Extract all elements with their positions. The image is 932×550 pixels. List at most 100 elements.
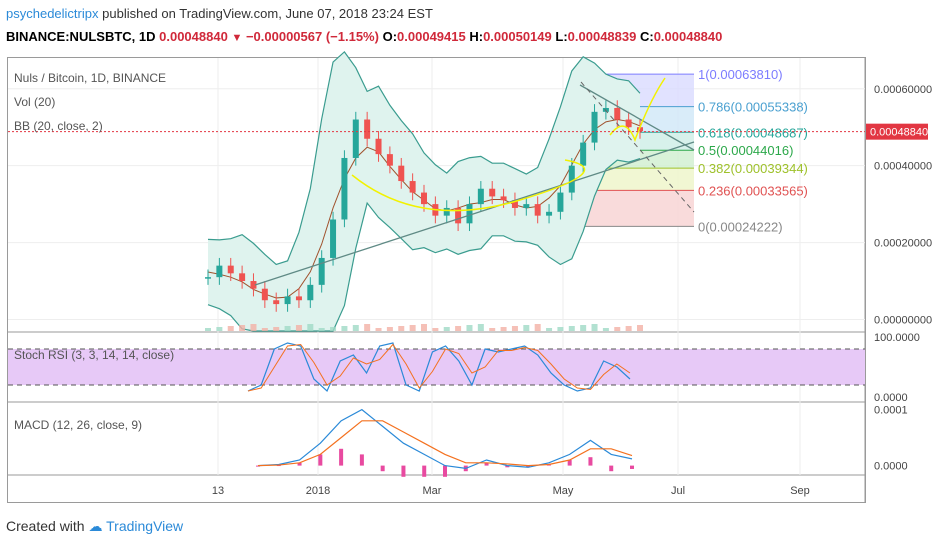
volume-bar (250, 324, 257, 331)
signal-line (257, 420, 633, 467)
candle-body (352, 119, 359, 158)
footer: Created with ☁ TradingView (6, 518, 183, 535)
macd-histogram-bar (422, 465, 427, 477)
candle-body (318, 257, 325, 285)
candle-body (421, 192, 427, 205)
y-tick-label: 0.00040000 (874, 161, 932, 173)
vol-legend: Vol (20) (14, 95, 56, 109)
volume-bar (386, 327, 393, 331)
macd-histogram-bar (297, 462, 302, 466)
volume-bar (216, 327, 223, 331)
volume-bar (307, 324, 314, 331)
volume-bar (602, 328, 609, 331)
volume-bar (637, 325, 643, 331)
macd-histogram-bar (505, 465, 510, 468)
down-arrow-icon: ▼ (231, 32, 243, 44)
volume-bar (455, 326, 462, 331)
bb-upper-line (207, 50, 641, 266)
macd-legend: MACD (12, 26, close, 9) (14, 418, 143, 432)
volume-bar (341, 326, 348, 331)
volume-bar (375, 328, 382, 331)
volume-bar (477, 324, 484, 331)
macd-histogram-bar (630, 465, 634, 469)
pair-legend: Nuls / Bitcoin, 1D, BINANCE (14, 71, 167, 85)
macd-line (257, 408, 633, 470)
current-price-text: 0.00048840 (870, 127, 928, 139)
high-value: 0.00050149 (483, 29, 552, 44)
volume-bar (398, 326, 405, 331)
trendlines (254, 77, 695, 286)
volume-bar (409, 325, 416, 331)
candle-body (489, 188, 496, 197)
stoch-d-line (247, 343, 631, 392)
volume-bar (500, 327, 507, 331)
candle-body (455, 207, 462, 224)
candle-body (534, 204, 541, 216)
low-label: L: (555, 29, 568, 44)
macd (256, 408, 634, 477)
candle-body (261, 288, 268, 301)
author-link[interactable]: psychedelictripx (6, 6, 99, 21)
macd-histogram-bar (339, 448, 344, 466)
volume-bar (330, 327, 337, 331)
macd-histogram-bar (401, 465, 406, 477)
fib-zone (581, 168, 694, 191)
candle-body (386, 154, 393, 166)
stoch-rsi (8, 342, 865, 393)
axes: 0.00060000 0.00040000 0.00020000 0.00000000… (212, 84, 932, 497)
macd-histogram-bar (526, 465, 531, 468)
candle-body (216, 265, 223, 278)
volume-bar (284, 326, 291, 331)
volume-bar (523, 325, 530, 331)
bb-legend: BB (20, close, 2) (14, 119, 103, 133)
candle-body (239, 273, 246, 282)
candle-body (398, 165, 405, 182)
candle-body (568, 165, 575, 193)
macd-histogram-bar (256, 465, 260, 467)
candle-body (614, 107, 621, 120)
macd-histogram-bar (359, 454, 364, 466)
volume-bar (421, 324, 427, 331)
close-label: C: (639, 29, 654, 44)
handle-curve (609, 77, 666, 143)
volume-bar (534, 324, 541, 331)
fib-level-label: 1(0.00063810) (698, 67, 783, 82)
y-tick-label: 0.00000000 (874, 314, 932, 326)
x-tick-label: 2018 (306, 485, 330, 497)
tradingview-link[interactable]: TradingView (106, 518, 184, 534)
volume-bar (432, 328, 439, 331)
price-series (205, 100, 643, 331)
stoch-tick-label: 100.0000 (874, 332, 920, 344)
candle-body (295, 296, 302, 301)
support-trendline (254, 141, 695, 286)
volume-bar (318, 328, 325, 331)
open-value: 0.00049415 (397, 29, 466, 44)
volume-bar (489, 328, 496, 331)
symbol-label: BINANCE:NULSBTC, 1D (6, 29, 156, 44)
x-tick-label: 13 (212, 485, 224, 497)
x-tick-label: Mar (423, 485, 442, 497)
candle-body (466, 204, 473, 224)
price-change: −0.00000567 (−1.15%) (245, 29, 379, 44)
volume-bar (352, 325, 359, 331)
candle-body (477, 188, 484, 205)
candle-body (557, 192, 564, 212)
candle-body (523, 204, 530, 208)
volume-bar (261, 328, 268, 331)
publish-line: psychedelictripx published on TradingVie… (6, 6, 433, 21)
candle-body (250, 281, 257, 289)
stoch-tick-label: 0.0000 (874, 392, 908, 404)
candle-body (273, 300, 280, 305)
volume-bar (546, 328, 553, 331)
fib-zone (581, 190, 694, 227)
x-tick-label: Jul (671, 485, 685, 497)
candle-body (511, 200, 518, 208)
ohlc-line: BINANCE:NULSBTC, 1D 0.00048840 ▼ −0.0000… (6, 29, 722, 44)
fib-level-label: 0.5(0.00044016) (698, 143, 793, 158)
volume-bar (273, 327, 280, 331)
volume-bar (580, 325, 587, 331)
stoch-legend: Stoch RSI (3, 3, 14, 14, close) (14, 348, 175, 362)
macd-histogram-bar (588, 457, 593, 466)
candle-body (580, 142, 587, 166)
